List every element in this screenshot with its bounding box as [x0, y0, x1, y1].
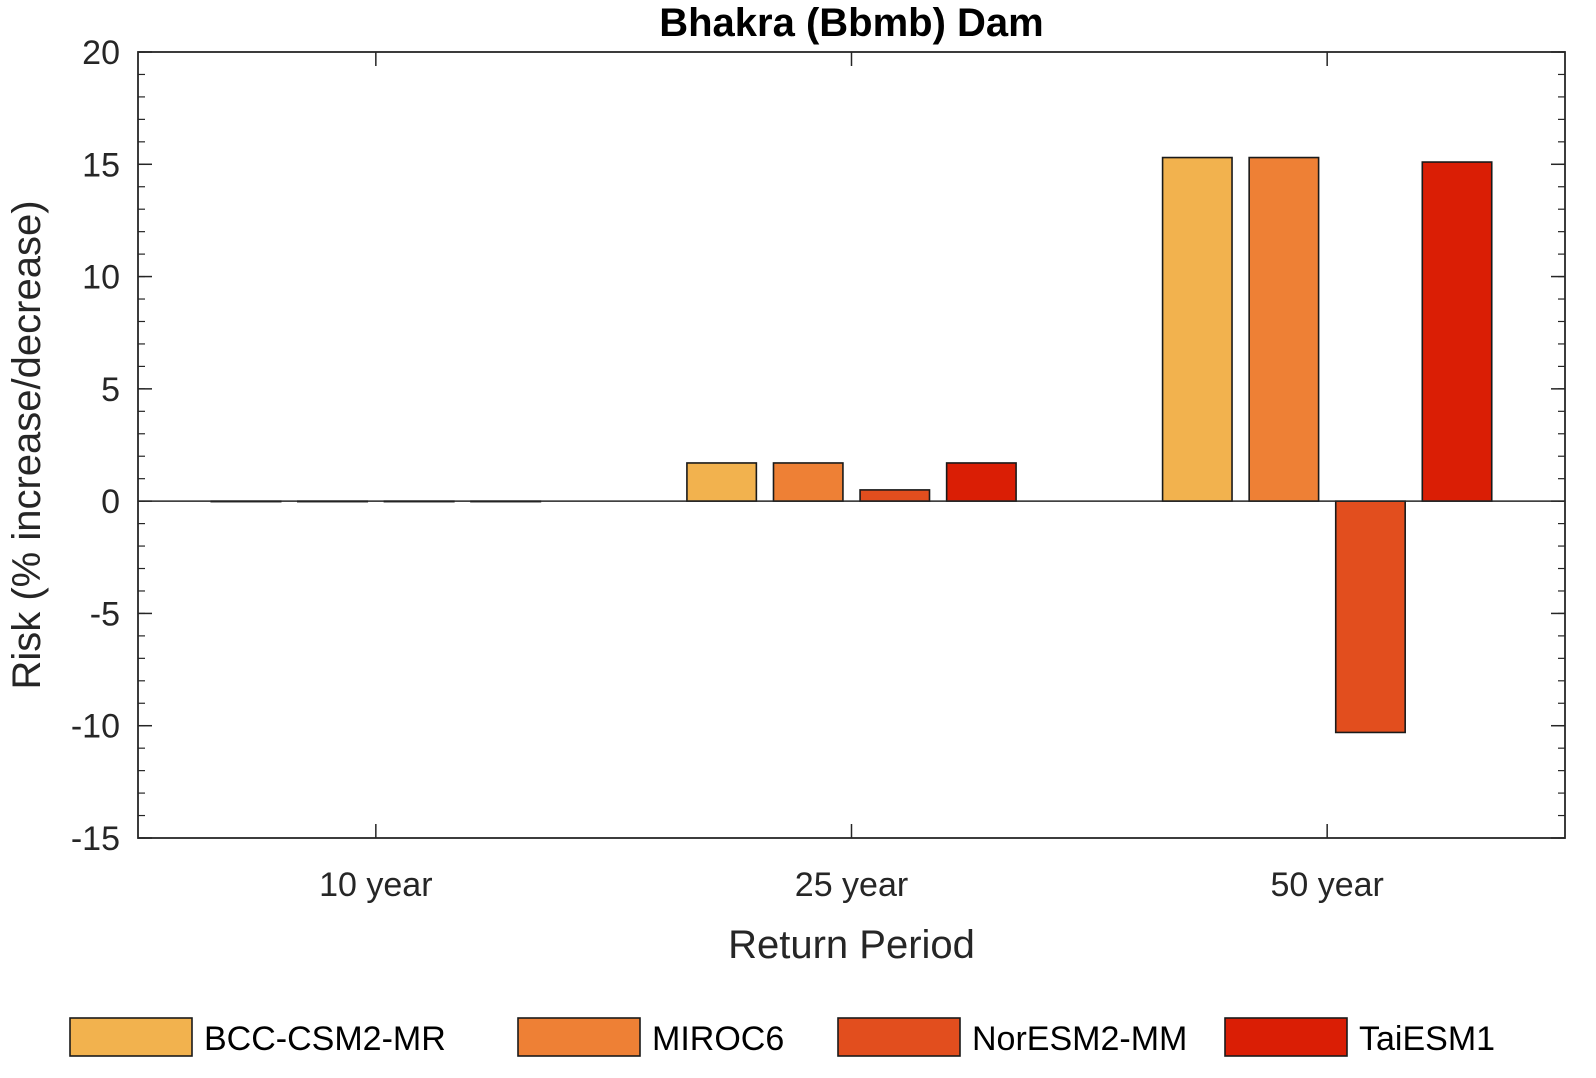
legend-swatch-noresm2-mm [837, 1017, 961, 1057]
y-tick-label: -10 [71, 708, 120, 746]
bar-taiesm1-1 [945, 462, 1017, 502]
y-tick-label: 0 [101, 483, 120, 521]
bar-noresm2-mm-2 [1334, 500, 1406, 734]
x-tick-label: 50 year [1270, 866, 1383, 904]
x-tick-label: 10 year [319, 866, 432, 904]
bar-bcc-csm2-mr-2 [1161, 156, 1233, 502]
bar-taiesm1-2 [1421, 161, 1493, 502]
chart-title: Bhakra (Bbmb) Dam [659, 1, 1044, 45]
bar-noresm2-mm-1 [859, 489, 931, 502]
legend-label-bcc-csm2-mr: BCC-CSM2-MR [204, 1020, 446, 1058]
bars [210, 156, 1493, 734]
legend-swatch-miroc6 [517, 1017, 641, 1057]
legend-swatch-taiesm1 [1224, 1017, 1348, 1057]
x-tick-label: 25 year [795, 866, 908, 904]
legend-label-taiesm1: TaiESM1 [1359, 1020, 1495, 1058]
y-axis-label: Risk (% increase/decrease) [5, 200, 49, 689]
bar-miroc6-2 [1248, 156, 1320, 502]
bar-bcc-csm2-mr-1 [686, 462, 758, 502]
legend-swatch-bcc-csm2-mr [69, 1017, 193, 1057]
y-tick-label: -5 [90, 595, 120, 633]
y-tick-label: 20 [82, 34, 120, 72]
y-tick-label: -15 [71, 820, 120, 858]
y-tick-label: 15 [82, 146, 120, 184]
y-tick-label: 5 [101, 371, 120, 409]
x-axis-label: Return Period [728, 923, 975, 967]
x-tick-labels: 10 year 25 year 50 year [319, 866, 1384, 904]
plot-frame [137, 51, 1566, 839]
y-tick-labels: 20 15 10 5 0 -5 -10 -15 [71, 34, 120, 858]
legend-label-miroc6: MIROC6 [652, 1020, 784, 1058]
bar-miroc6-1 [772, 462, 844, 502]
legend: BCC-CSM2-MR MIROC6 NorESM2-MM TaiESM1 [69, 1017, 1495, 1058]
y-tick-label: 10 [82, 259, 120, 297]
legend-label-noresm2-mm: NorESM2-MM [972, 1020, 1187, 1058]
